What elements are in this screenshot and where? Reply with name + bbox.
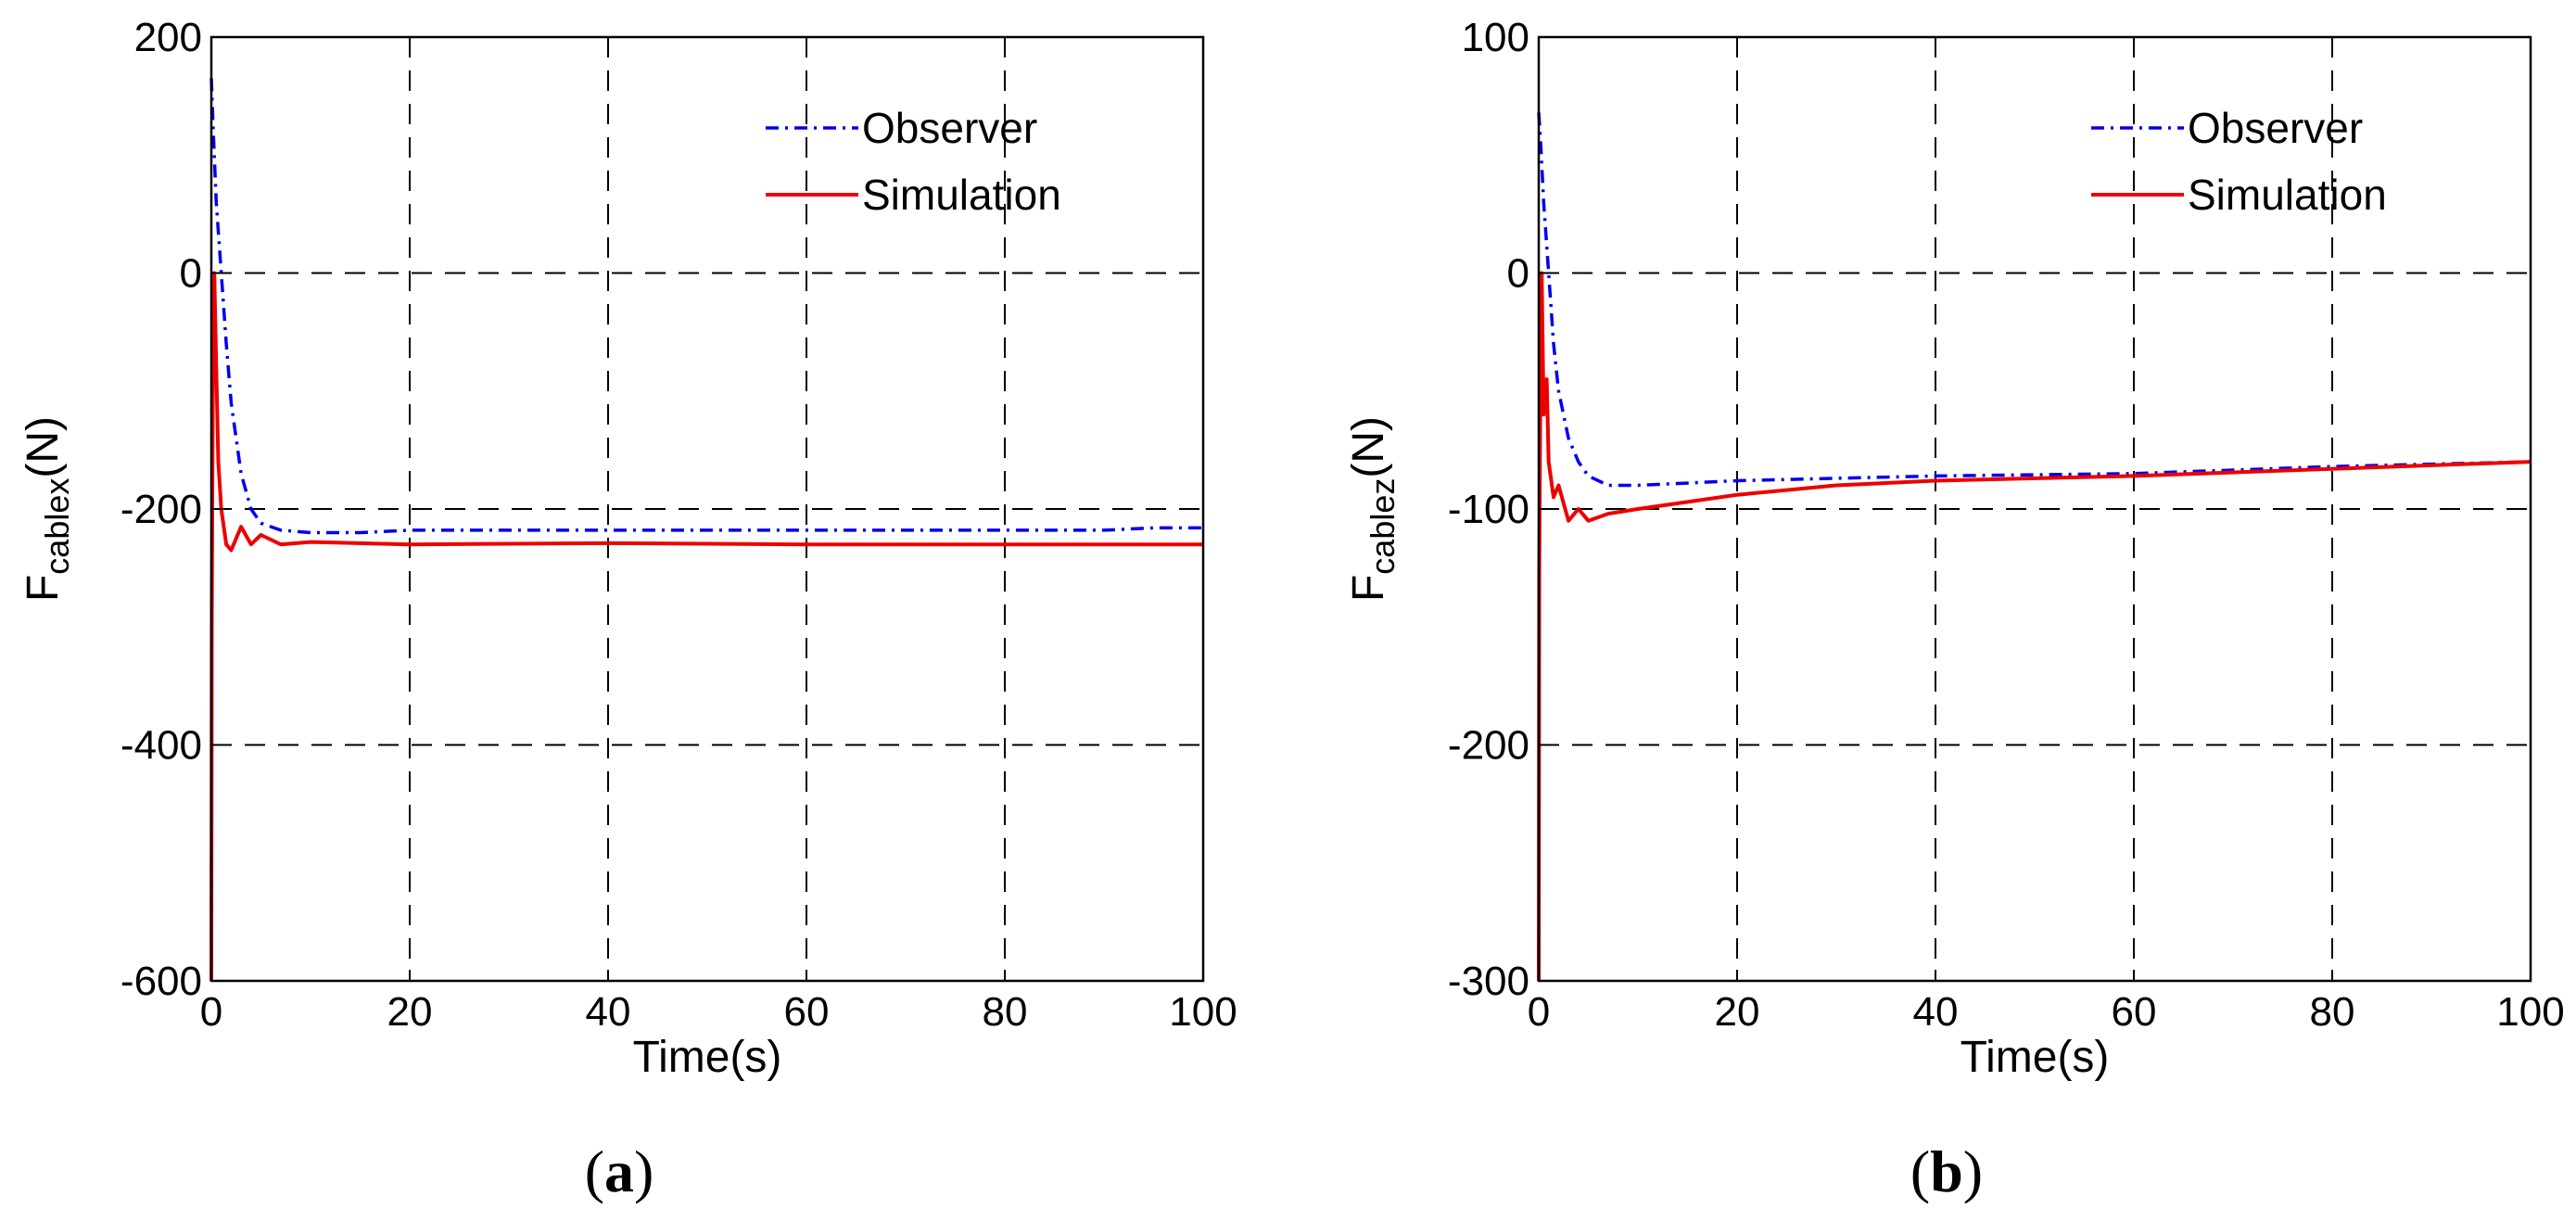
x-tick-label: 100 xyxy=(2496,989,2564,1035)
series-line-observer xyxy=(1537,112,2532,488)
x-tick-label: 80 xyxy=(983,989,1028,1035)
y-tick-label: -300 xyxy=(1448,959,1529,1004)
x-axis-label: Time(s) xyxy=(1961,1033,2110,1082)
chart-panel-b: 0 20 40 60 80 100 -300 -200 -100 0 100 Time(s) Fcabl… xyxy=(1344,15,2565,1204)
legend-label-observer: Observer xyxy=(862,104,1037,152)
y-label-subscript: cablez xyxy=(1364,478,1402,575)
y-tick-label: -100 xyxy=(1448,487,1529,532)
y-tick-label: 100 xyxy=(1462,15,1529,60)
x-tick-label: 60 xyxy=(2112,989,2157,1035)
y-tick-label: -600 xyxy=(121,959,202,1004)
x-tick-label: 40 xyxy=(1913,989,1959,1035)
y-tick-label: -200 xyxy=(121,487,202,532)
panel-label-open: ( xyxy=(1910,1138,1930,1204)
panel-label: (a) xyxy=(585,1138,654,1204)
series-line-observer xyxy=(209,78,1203,535)
y-axis-label: Fcablex(N) xyxy=(19,416,76,602)
x-tick-label: 0 xyxy=(200,989,222,1035)
x-tick-label: 80 xyxy=(2310,989,2355,1035)
x-tick-label: 0 xyxy=(1528,989,1550,1035)
legend-label-observer: Observer xyxy=(2188,104,2363,152)
panel-label: (b) xyxy=(1910,1138,1983,1204)
y-label-unit: (N) xyxy=(19,416,68,478)
series-line-simulation xyxy=(1537,271,2532,982)
y-tick-label: 0 xyxy=(180,251,202,297)
legend-label-simulation: Simulation xyxy=(862,171,1061,219)
panel-label-letter: b xyxy=(1930,1138,1963,1204)
y-tick-label: 200 xyxy=(134,15,202,60)
chart-panel-a: 0 20 40 60 80 100 -600 -400 -200 0 200 Time(s) Fcabl… xyxy=(19,15,1237,1204)
y-label-unit: (N) xyxy=(1344,416,1393,478)
y-axis-label: Fcablez(N) xyxy=(1344,416,1402,602)
legend-label-simulation: Simulation xyxy=(2188,171,2387,219)
y-label-main: F xyxy=(19,575,68,602)
panel-label-close: ) xyxy=(1963,1138,1983,1204)
y-label-subscript: cablex xyxy=(38,478,76,575)
x-axis-label: Time(s) xyxy=(633,1033,782,1082)
panel-label-close: ) xyxy=(634,1138,654,1204)
y-tick-label: -400 xyxy=(121,723,202,769)
y-label-main: F xyxy=(1344,575,1393,602)
x-tick-label: 20 xyxy=(387,989,433,1035)
x-tick-label: 100 xyxy=(1169,989,1237,1035)
x-tick-label: 40 xyxy=(586,989,631,1035)
x-tick-label: 20 xyxy=(1715,989,1760,1035)
panel-label-letter: a xyxy=(604,1138,634,1204)
series-line-simulation xyxy=(209,271,1203,982)
y-tick-label: -200 xyxy=(1448,723,1529,769)
x-tick-label: 60 xyxy=(784,989,830,1035)
panel-label-open: ( xyxy=(585,1138,604,1204)
y-tick-label: 0 xyxy=(1507,251,1529,297)
